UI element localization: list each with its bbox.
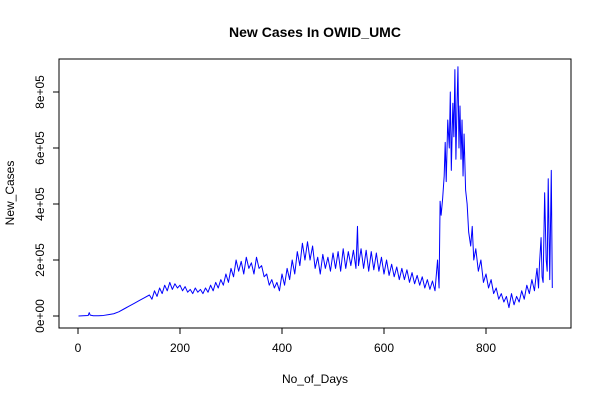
y-tick-label: 2e+05 [33,243,47,277]
series-group [78,66,553,317]
plot-frame [58,58,572,329]
y-tick-label: 6e+05 [33,131,47,165]
y-tick-label: 4e+05 [33,187,47,221]
x-tick-label: 600 [374,341,394,355]
y-tick-label: 0e+00 [33,299,47,333]
x-tick-label: 200 [170,341,190,355]
chart-title: New Cases In OWID_UMC [229,24,401,40]
y-axis: 0e+00 2e+05 4e+05 6e+05 8e+05 [33,75,60,333]
series-line-0 [78,66,553,317]
x-axis-label: No_of_Days [282,372,348,386]
x-tick-label: 0 [75,341,82,355]
x-tick-label: 400 [272,341,292,355]
x-axis: 0 200 400 600 800 [75,327,496,355]
x-tick-label: 800 [476,341,496,355]
y-tick-label: 8e+05 [33,75,47,109]
y-axis-label: New_Cases [3,161,17,226]
